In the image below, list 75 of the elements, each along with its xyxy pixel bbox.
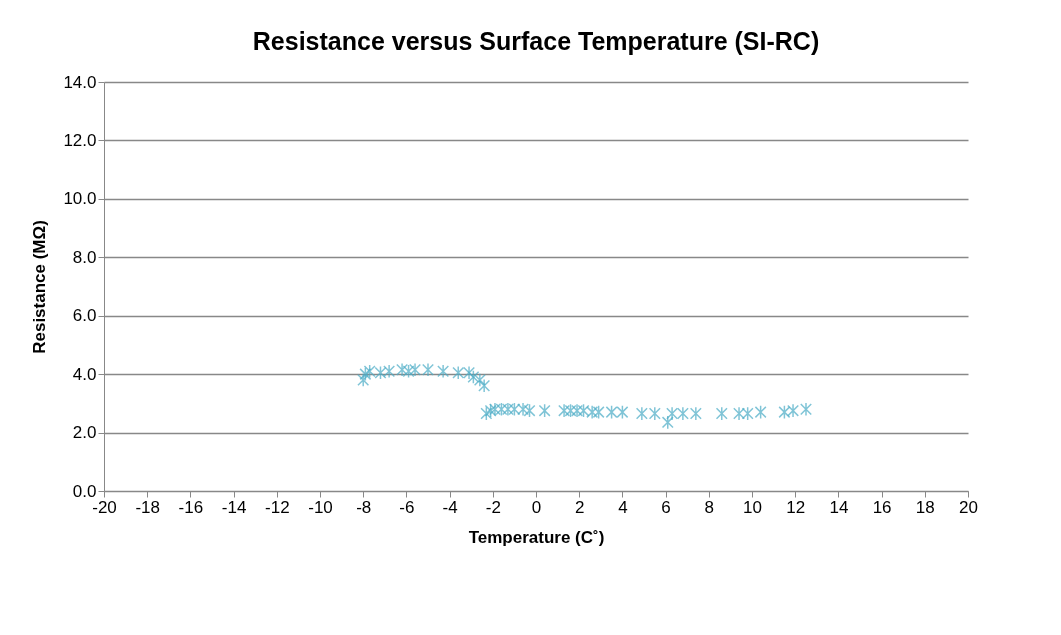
x-tick-label: -14 — [221, 497, 247, 517]
point — [359, 367, 372, 382]
point — [523, 403, 536, 418]
point — [478, 378, 491, 393]
point — [473, 372, 486, 388]
point — [564, 403, 577, 418]
point — [452, 365, 465, 380]
point — [754, 405, 767, 420]
point — [517, 402, 530, 417]
x-tick-label: 14 — [829, 497, 849, 517]
x-tick-label: -12 — [265, 497, 290, 517]
point — [484, 403, 497, 418]
point — [666, 406, 679, 421]
point — [463, 365, 476, 380]
y-axis-title: Resistance (MΩ) — [30, 220, 50, 354]
y-tick-label: 6.0 — [72, 306, 97, 326]
point — [635, 406, 648, 421]
point — [402, 364, 415, 379]
chart-title: Resistance versus Surface Temperature (SI-RC) — [252, 27, 820, 55]
point — [661, 415, 674, 430]
x-tick-label: 2 — [574, 497, 585, 517]
x-tick-label: -16 — [178, 497, 204, 517]
x-tick-label: -6 — [399, 497, 415, 517]
point — [538, 403, 551, 418]
point — [800, 402, 812, 417]
x-tick-label: 10 — [743, 497, 762, 517]
point — [648, 406, 661, 421]
point — [676, 406, 689, 421]
x-tick-label: 4 — [618, 497, 628, 517]
point — [422, 362, 434, 377]
y-tick-label: 2.0 — [72, 423, 97, 443]
y-tick-label: 14.0 — [63, 72, 97, 92]
y-tick-label: 4.0 — [72, 364, 97, 384]
point — [508, 402, 521, 417]
x-tick-label: 16 — [872, 497, 892, 517]
point — [616, 405, 629, 420]
point — [363, 364, 376, 379]
point — [558, 403, 571, 418]
x-tick-label: 8 — [704, 497, 715, 517]
point — [357, 372, 370, 388]
x-tick-label: 12 — [786, 497, 806, 517]
x-tick-label: 0 — [531, 497, 542, 517]
point — [778, 405, 791, 420]
point — [571, 403, 584, 418]
x-tick-label: -8 — [356, 497, 372, 517]
x-tick-label: -10 — [308, 497, 333, 517]
point — [741, 406, 754, 421]
x-tick-label: 18 — [915, 497, 935, 517]
point — [383, 364, 396, 379]
x-tick-label: -2 — [485, 497, 501, 517]
y-tick-label: 8.0 — [72, 247, 97, 267]
x-axis-title: Temperature (C˚) — [468, 527, 605, 547]
point — [488, 402, 501, 417]
point — [577, 403, 590, 418]
x-tick-label: 20 — [959, 497, 978, 517]
point — [437, 364, 450, 379]
point — [592, 405, 605, 420]
point — [396, 362, 409, 377]
point — [480, 406, 493, 421]
y-tick-label: 10.0 — [63, 189, 97, 209]
point — [409, 362, 422, 377]
point — [501, 402, 514, 417]
point — [374, 365, 387, 380]
point — [495, 402, 508, 417]
point — [715, 406, 728, 421]
point — [586, 405, 599, 420]
x-tick-label: -18 — [135, 497, 160, 517]
point — [605, 405, 618, 420]
point — [467, 370, 480, 385]
y-tick-label: 12.0 — [63, 130, 97, 150]
point — [689, 406, 702, 421]
x-tick-label: -4 — [442, 497, 458, 517]
x-tick-label: 6 — [661, 497, 671, 517]
point — [733, 406, 746, 421]
point — [787, 403, 800, 418]
